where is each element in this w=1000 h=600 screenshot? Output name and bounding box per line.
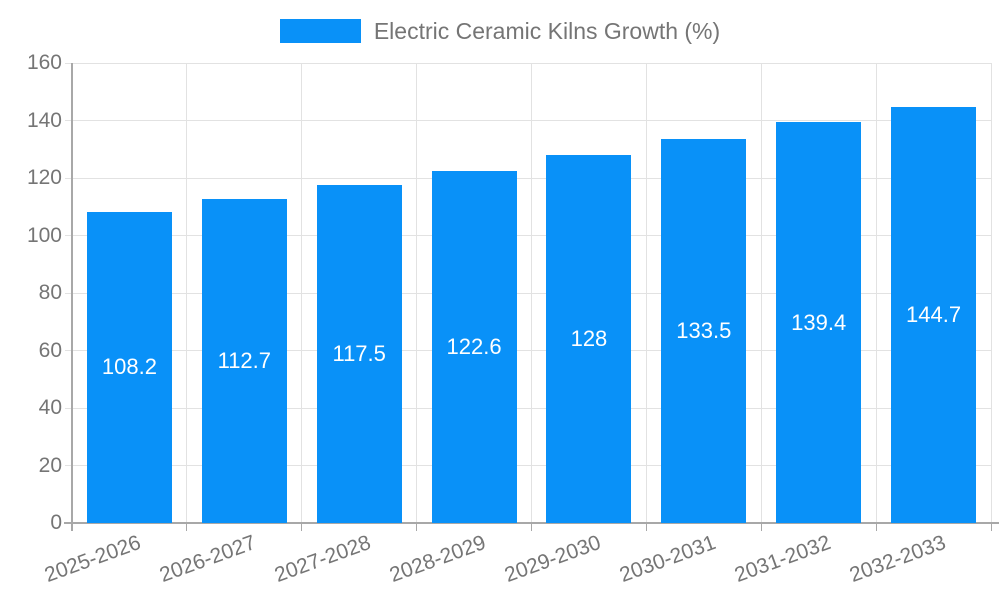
legend[interactable]: Electric Ceramic Kilns Growth (%) xyxy=(0,16,1000,46)
bar-value-label: 128 xyxy=(570,326,608,351)
y-axis-tick-label: 100 xyxy=(26,223,62,247)
bar xyxy=(546,155,632,523)
bar-value-label: 108.2 xyxy=(101,354,157,380)
x-axis-tick xyxy=(186,523,188,531)
x-gridline xyxy=(875,63,877,523)
y-axis-tick xyxy=(65,62,72,64)
x-gridline xyxy=(990,63,992,523)
x-axis-line xyxy=(64,522,999,524)
y-axis-tick xyxy=(65,292,72,294)
y-axis-tick xyxy=(65,407,72,409)
y-axis-tick-label: 20 xyxy=(38,453,62,477)
bar xyxy=(201,198,287,523)
bar xyxy=(661,139,747,523)
y-axis-tick-label: 40 xyxy=(38,396,62,419)
x-gridline xyxy=(301,63,303,523)
x-gridline xyxy=(760,63,762,523)
y-axis-tick-label: 80 xyxy=(38,281,62,304)
bar-value-label: 139.4 xyxy=(791,309,847,335)
x-gridline xyxy=(531,63,532,523)
y-axis-tick-label: 160 xyxy=(26,51,62,74)
bar-value-label: 122.6 xyxy=(446,333,502,359)
x-gridline xyxy=(186,63,188,523)
x-gridline xyxy=(416,63,418,523)
y-axis-tick-label: 0 xyxy=(50,511,62,534)
legend-swatch xyxy=(279,19,361,43)
bar xyxy=(316,185,402,523)
bar-value-label: 112.7 xyxy=(217,347,272,373)
y-axis-tick xyxy=(65,177,72,179)
x-axis-tick xyxy=(531,523,532,531)
y-axis-tick-label: 140 xyxy=(26,108,62,132)
bar xyxy=(86,211,172,523)
y-axis-tick xyxy=(65,235,72,236)
y-axis-tick-label: 60 xyxy=(38,338,62,362)
bar xyxy=(776,122,862,523)
y-axis-tick xyxy=(65,120,72,121)
x-axis-tick xyxy=(990,523,992,531)
legend-label: Electric Ceramic Kilns Growth (%) xyxy=(373,17,721,44)
x-axis-tick xyxy=(301,523,303,531)
y-axis-tick xyxy=(65,465,72,466)
bar-value-label: 117.5 xyxy=(332,341,386,367)
bar-value-label: 144.7 xyxy=(906,301,962,327)
x-gridline xyxy=(645,63,647,523)
y-axis-line xyxy=(71,63,73,531)
x-axis-tick xyxy=(760,523,762,531)
y-axis-tick xyxy=(65,350,72,351)
bar-value-label: 133.5 xyxy=(676,318,732,344)
bar xyxy=(891,106,977,523)
bar xyxy=(431,170,517,523)
x-axis-tick xyxy=(875,523,877,531)
x-axis-tick xyxy=(416,523,418,531)
y-axis-tick-label: 120 xyxy=(26,166,62,189)
x-axis-tick xyxy=(645,523,647,531)
